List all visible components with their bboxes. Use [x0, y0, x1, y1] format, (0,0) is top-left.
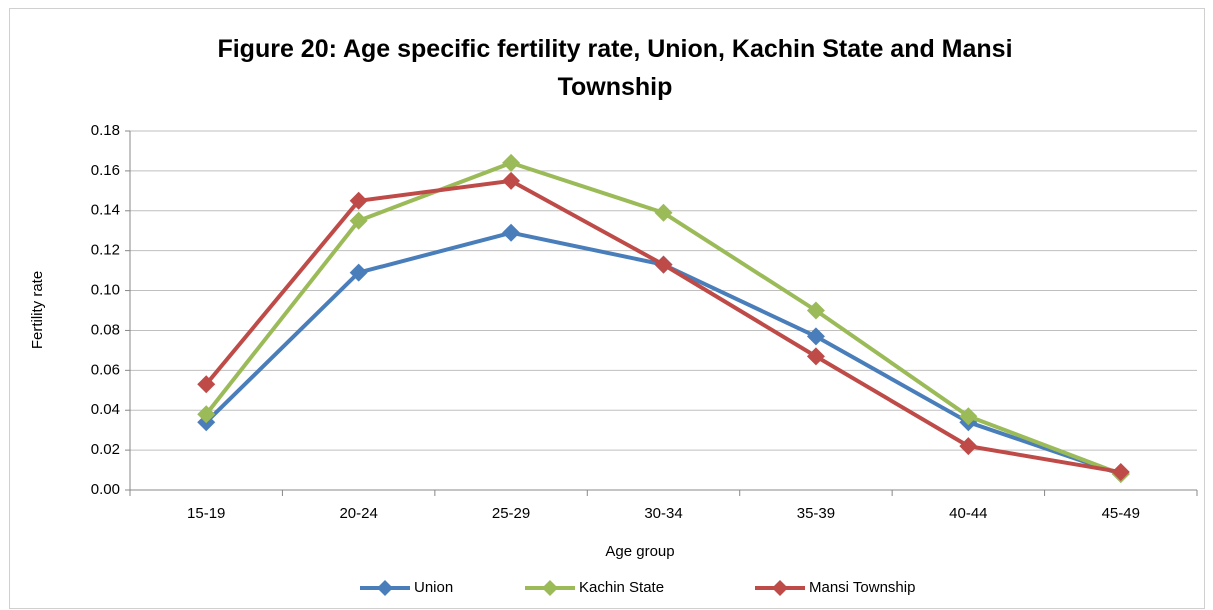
data-point	[197, 375, 216, 394]
data-point	[806, 347, 825, 366]
data-point	[959, 437, 978, 456]
data-point	[1111, 463, 1130, 482]
legend-label: Union	[414, 579, 453, 596]
y-tick-label: 0.10	[91, 282, 120, 299]
legend-marker	[377, 580, 393, 596]
y-tick-label: 0.04	[91, 401, 120, 418]
x-tick-label: 45-49	[1102, 505, 1140, 522]
y-tick-label: 0.00	[91, 481, 120, 498]
data-point	[349, 263, 368, 282]
x-axis-label: Age group	[605, 543, 674, 560]
data-point	[959, 407, 978, 426]
data-point	[502, 171, 521, 190]
data-point	[654, 203, 673, 222]
x-tick-label: 15-19	[187, 505, 225, 522]
data-point	[806, 327, 825, 346]
chart-frame	[9, 8, 1205, 609]
data-point	[502, 153, 521, 172]
y-tick-label: 0.14	[91, 202, 120, 219]
y-tick-label: 0.08	[91, 321, 120, 338]
y-tick-label: 0.16	[91, 162, 120, 179]
x-tick-label: 40-44	[949, 505, 987, 522]
legend-marker	[772, 580, 788, 596]
legend-label: Mansi Township	[809, 579, 915, 596]
data-point	[349, 211, 368, 230]
chart-title: Figure 20: Age specific fertility rate, …	[217, 35, 1013, 101]
y-tick-label: 0.18	[91, 122, 120, 139]
x-tick-label: 35-39	[797, 505, 835, 522]
data-point	[806, 301, 825, 320]
y-tick-label: 0.02	[91, 441, 120, 458]
legend-label: Kachin State	[579, 579, 664, 596]
legend-marker	[542, 580, 558, 596]
data-point	[502, 223, 521, 242]
data-point	[654, 255, 673, 274]
x-tick-label: 30-34	[644, 505, 682, 522]
y-tick-label: 0.12	[91, 242, 120, 259]
y-tick-label: 0.06	[91, 361, 120, 378]
y-axis-label: Fertility rate	[29, 271, 46, 349]
data-point	[349, 191, 368, 210]
x-tick-label: 25-29	[492, 505, 530, 522]
data-point	[197, 405, 216, 424]
x-tick-label: 20-24	[339, 505, 377, 522]
